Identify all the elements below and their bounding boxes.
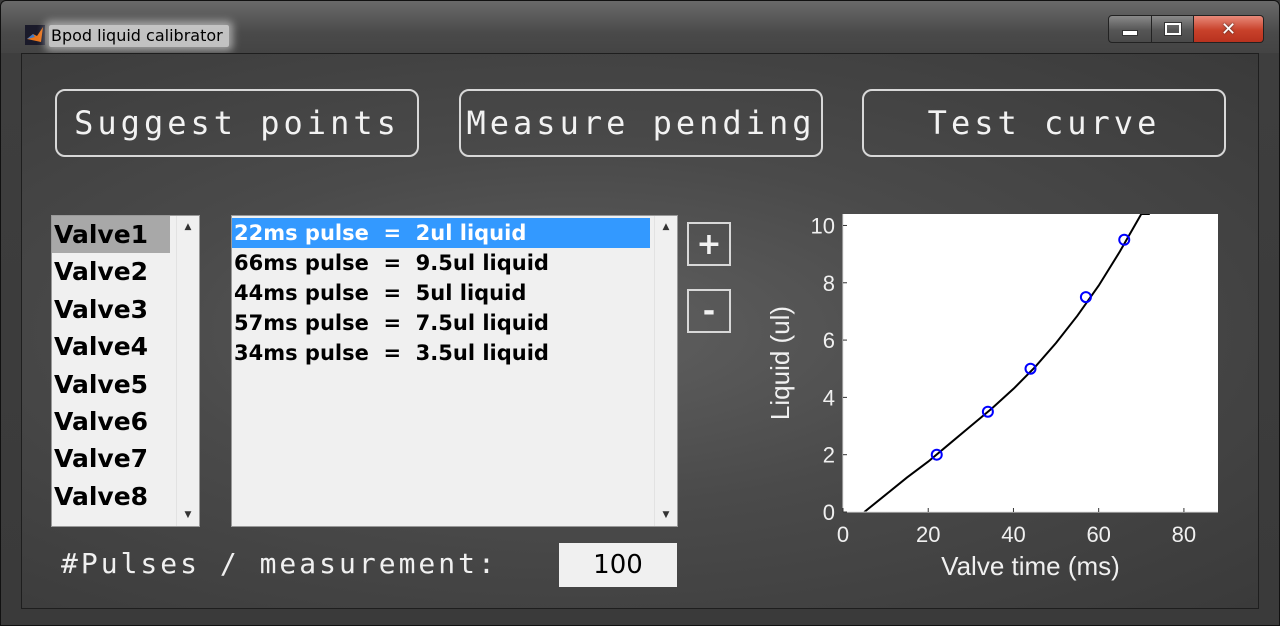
- pulses-input[interactable]: [559, 543, 677, 587]
- valve-list: Valve1 Valve2 Valve3 Valve4 Valve5 Valve6 Valv…: [52, 216, 199, 515]
- valve-list-item[interactable]: Valve4: [54, 332, 149, 362]
- y-tick-label: 6: [823, 328, 835, 353]
- window-title: Bpod liquid calibrator: [49, 25, 229, 47]
- window-controls: ✕: [1108, 15, 1264, 43]
- valve-list-item[interactable]: Valve2: [54, 257, 149, 287]
- data-point: [1118, 233, 1131, 246]
- test-curve-button[interactable]: Test curve: [862, 89, 1226, 157]
- scroll-down-icon[interactable]: ▼: [184, 510, 192, 520]
- add-measurement-button[interactable]: +: [687, 222, 731, 266]
- pulses-label: #Pulses / measurement:: [61, 547, 498, 580]
- x-tick-label: 20: [916, 522, 940, 547]
- y-tick-label: 4: [823, 385, 835, 410]
- minimize-icon: [1122, 30, 1138, 36]
- y-axis-label: Liquid (ul): [765, 306, 795, 420]
- valve-scrollbar[interactable]: ▲ ▼: [176, 216, 199, 526]
- data-point: [1024, 362, 1037, 375]
- valve-list-item[interactable]: Valve8: [54, 481, 149, 511]
- measure-pending-button[interactable]: Measure pending: [459, 89, 823, 157]
- close-button[interactable]: ✕: [1194, 15, 1264, 43]
- x-tick-label: 40: [1001, 522, 1025, 547]
- measurement-scrollbar[interactable]: ▲ ▼: [654, 216, 677, 526]
- valve-list-item[interactable]: Valve5: [54, 369, 149, 399]
- y-tick-label: 10: [811, 213, 835, 238]
- y-tick-label: 0: [823, 500, 835, 525]
- measurement-list-item[interactable]: 57ms pulse = 7.5ul liquid: [234, 311, 549, 335]
- data-point: [981, 405, 994, 418]
- suggest-points-button[interactable]: Suggest points: [55, 89, 419, 157]
- scroll-down-icon[interactable]: ▼: [662, 510, 670, 520]
- valve-listbox[interactable]: Valve1 Valve2 Valve3 Valve4 Valve5 Valve6 Valv…: [51, 215, 200, 527]
- measurement-list-item[interactable]: 34ms pulse = 3.5ul liquid: [234, 341, 549, 365]
- matlab-icon: [25, 25, 45, 45]
- scroll-up-icon[interactable]: ▲: [184, 222, 192, 232]
- x-axis-label: Valve time (ms): [941, 551, 1120, 581]
- x-tick-label: 60: [1086, 522, 1110, 547]
- measurement-list-item[interactable]: 66ms pulse = 9.5ul liquid: [234, 251, 549, 275]
- title-bar[interactable]: Bpod liquid calibrator ✕: [1, 1, 1279, 53]
- calibration-chart: 0 20 40 60 80 0 2 4 6 8 10 Valve time (ms) Liquid (u…: [765, 213, 1218, 581]
- valve-list-item[interactable]: Valve3: [54, 294, 149, 324]
- maximize-icon: [1163, 22, 1182, 36]
- remove-measurement-button[interactable]: -: [687, 289, 731, 333]
- y-tick-label: 8: [823, 271, 835, 296]
- measurement-list: 22ms pulse = 2ul liquid 66ms pulse = 9.5u…: [232, 216, 677, 368]
- data-point: [1079, 291, 1092, 304]
- data-point: [930, 448, 943, 461]
- minimize-button[interactable]: [1108, 15, 1152, 43]
- x-tick-label: 0: [837, 522, 849, 547]
- fit-curve: [863, 214, 1150, 512]
- close-icon: ✕: [1220, 18, 1237, 40]
- valve-list-item[interactable]: Valve6: [54, 406, 149, 436]
- x-tick-label: 80: [1172, 522, 1196, 547]
- measurement-list-item[interactable]: 22ms pulse = 2ul liquid: [232, 218, 650, 248]
- valve-list-item[interactable]: Valve1: [52, 216, 170, 254]
- valve-list-item[interactable]: Valve7: [54, 444, 149, 474]
- measurement-listbox[interactable]: 22ms pulse = 2ul liquid 66ms pulse = 9.5u…: [231, 215, 678, 527]
- y-tick-label: 2: [823, 443, 835, 468]
- scroll-up-icon[interactable]: ▲: [662, 222, 670, 232]
- measurement-list-item[interactable]: 44ms pulse = 5ul liquid: [234, 281, 527, 305]
- maximize-button[interactable]: [1152, 15, 1194, 43]
